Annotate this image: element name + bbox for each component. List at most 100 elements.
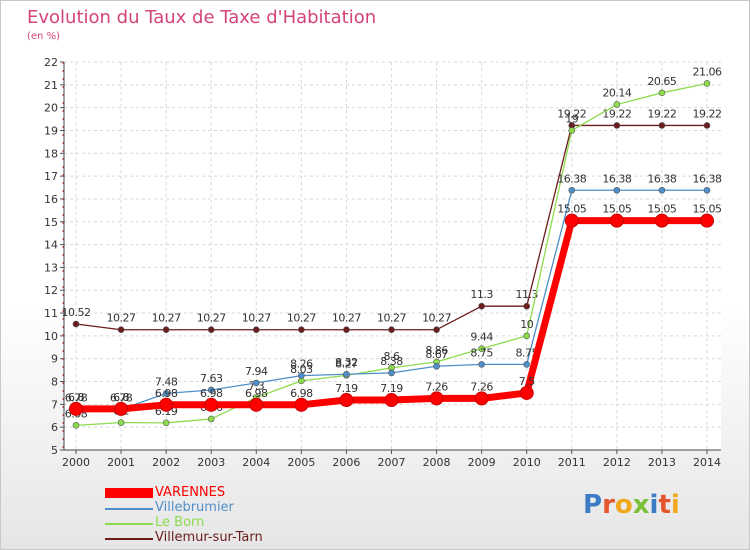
data-label: 6.8	[68, 391, 84, 404]
data-label: 7.19	[380, 382, 403, 395]
data-point	[519, 385, 534, 400]
data-point	[252, 379, 260, 387]
y-tick-label: 7	[51, 398, 58, 411]
data-label: 15.05	[647, 203, 676, 216]
data-point	[523, 332, 531, 340]
x-tick-label: 2003	[197, 456, 225, 469]
data-label: 10.27	[197, 312, 226, 325]
data-label: 16.38	[602, 172, 631, 185]
x-tick-label: 2013	[648, 456, 676, 469]
data-point	[204, 397, 219, 412]
data-label: 6.8	[113, 391, 129, 404]
x-tick-label: 2008	[423, 456, 451, 469]
data-label: 8.27	[335, 357, 358, 370]
data-label: 6.98	[155, 387, 178, 400]
data-label: 10.52	[62, 306, 91, 319]
data-label: 8.75	[470, 346, 493, 359]
data-point	[162, 390, 170, 397]
data-point	[613, 186, 621, 194]
data-label: 8.38	[380, 355, 403, 368]
y-tick-label: 14	[44, 239, 58, 252]
data-point	[568, 186, 576, 194]
data-point	[658, 186, 666, 194]
x-tick-label: 2001	[107, 456, 135, 469]
data-label: 16.38	[693, 172, 722, 185]
legend-swatch	[105, 538, 153, 540]
proxiti-logo: Proxiti	[583, 490, 680, 520]
data-point	[654, 213, 669, 228]
data-label: 10.27	[332, 312, 361, 325]
y-tick-label: 20	[44, 102, 58, 115]
data-point	[162, 419, 170, 427]
y-tick-label: 21	[44, 79, 58, 92]
data-point	[433, 362, 440, 370]
data-label: 8.67	[425, 348, 448, 361]
data-label: 7.26	[470, 380, 493, 393]
legend-swatch	[105, 488, 153, 498]
legend-label: Villebrumier	[155, 500, 234, 515]
y-tick-label: 5	[51, 444, 58, 457]
data-label: 10.27	[107, 312, 136, 325]
y-tick-label: 19	[44, 124, 58, 137]
x-tick-label: 2012	[603, 456, 631, 469]
legend-swatch	[105, 523, 153, 525]
data-point	[433, 326, 440, 334]
data-point	[523, 302, 531, 310]
y-tick-label: 8	[51, 376, 58, 389]
data-label: 8.6	[384, 350, 400, 363]
y-tick-label: 12	[44, 284, 58, 297]
data-point	[658, 89, 666, 97]
data-point	[72, 320, 80, 328]
y-tick-label: 15	[44, 216, 58, 229]
data-label: 20.65	[647, 75, 676, 88]
data-label: 19.22	[557, 107, 586, 120]
y-tick-label: 13	[44, 261, 58, 274]
data-point	[339, 393, 354, 408]
legend-label: Le Born	[155, 515, 205, 530]
data-point	[609, 213, 624, 228]
chart-title: Evolution du Taux de Taxe d'Habitation	[27, 7, 377, 28]
y-tick-label: 16	[44, 193, 58, 206]
data-label: 9.44	[470, 331, 493, 344]
data-point	[703, 80, 711, 87]
x-tick-label: 2006	[332, 456, 360, 469]
legend-swatch	[105, 508, 153, 510]
data-point	[478, 345, 485, 352]
data-label: 10.27	[422, 312, 451, 325]
data-label: 21.06	[693, 65, 722, 78]
data-point	[72, 422, 80, 429]
data-label: 8.26	[290, 358, 313, 371]
data-label: 10.27	[242, 312, 271, 325]
x-tick-label: 2007	[378, 456, 406, 469]
data-label: 10.27	[287, 312, 316, 325]
data-point	[568, 127, 576, 134]
y-tick-label: 11	[44, 307, 58, 320]
plot-area	[64, 62, 721, 450]
data-point	[700, 213, 714, 228]
data-point	[343, 326, 350, 334]
y-tick-label: 10	[44, 330, 58, 343]
data-label: 10.27	[152, 312, 181, 325]
data-point	[117, 419, 125, 426]
data-label: 19.22	[647, 107, 676, 120]
data-point	[429, 391, 444, 406]
data-point	[162, 326, 170, 334]
data-label: 15.05	[693, 203, 722, 216]
data-label: 19	[565, 112, 578, 125]
data-label: 10.27	[377, 312, 406, 325]
data-point	[252, 326, 260, 334]
data-point	[658, 122, 666, 129]
data-label: 6.98	[290, 387, 313, 400]
data-label: 6.98	[200, 387, 223, 400]
data-point	[388, 369, 395, 377]
data-label: 20.14	[602, 86, 631, 99]
data-point	[478, 302, 485, 310]
x-tick-label: 2010	[513, 456, 541, 469]
data-point	[159, 397, 174, 412]
data-point	[384, 393, 399, 408]
data-point	[613, 122, 621, 129]
data-label: 6.78	[65, 391, 88, 404]
data-point	[207, 386, 215, 394]
data-point	[298, 372, 305, 379]
